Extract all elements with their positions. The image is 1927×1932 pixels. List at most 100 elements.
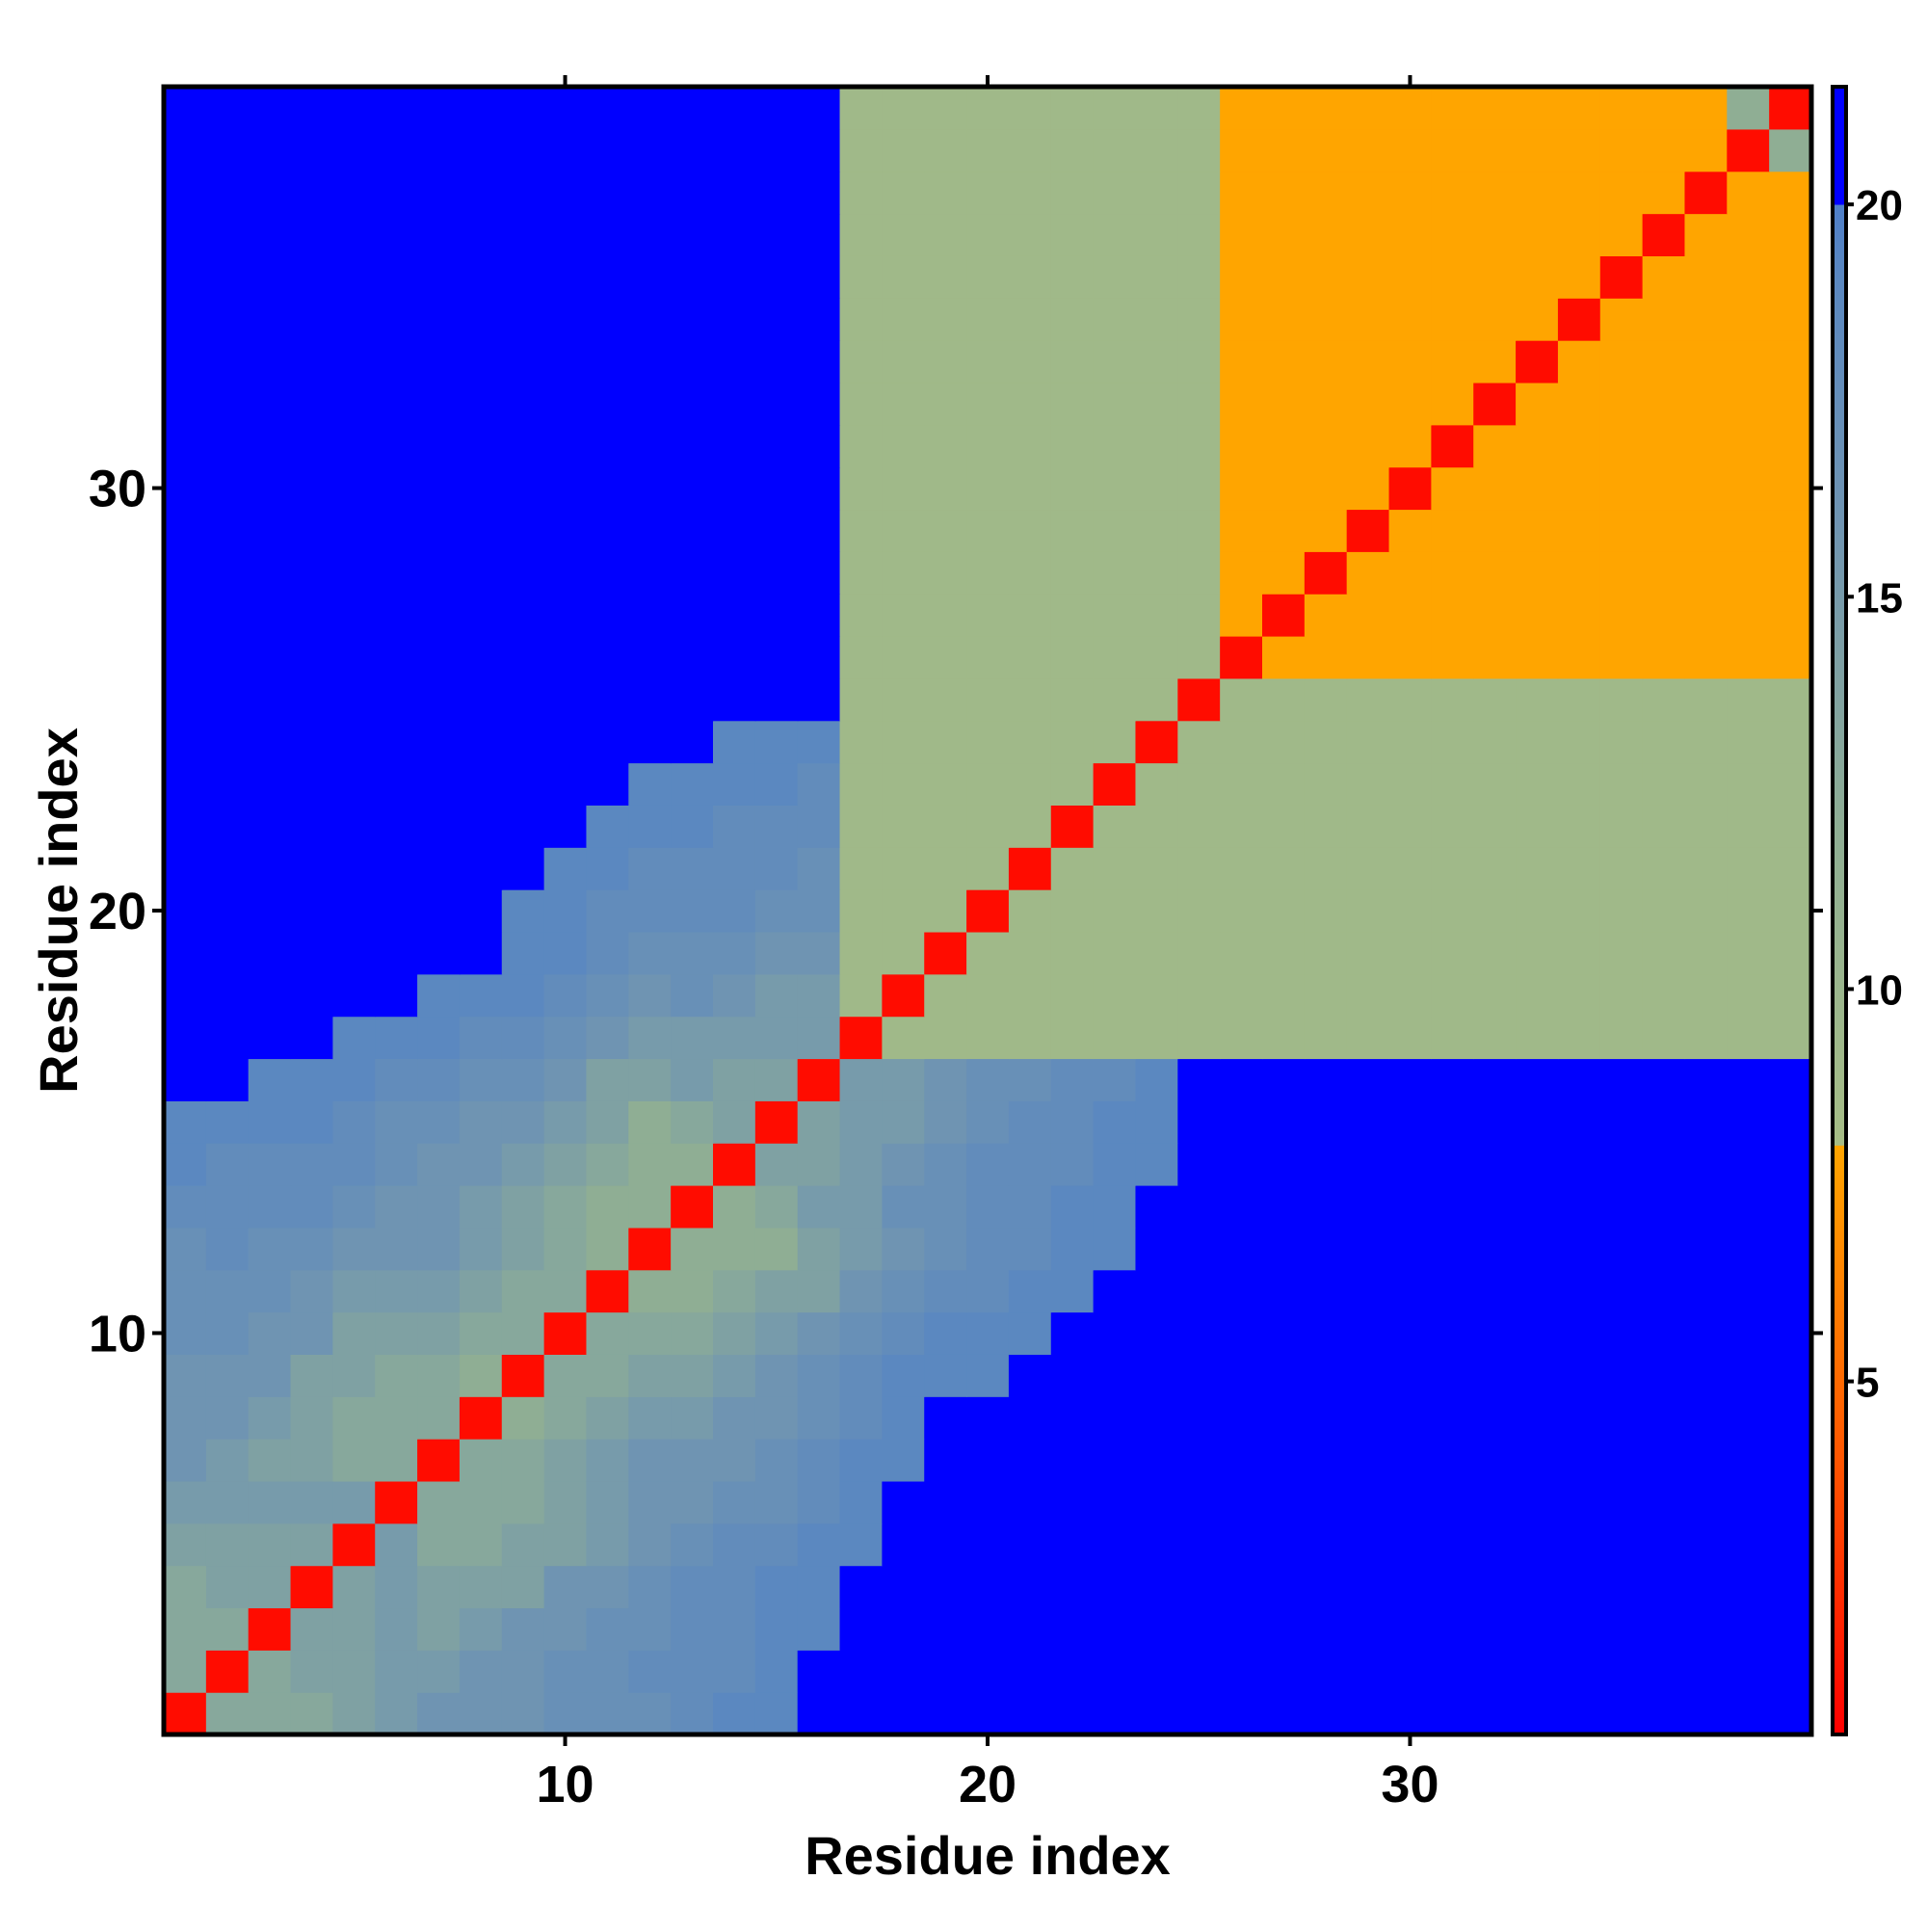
heatmap-cell [1642,677,1686,722]
heatmap-cell [1220,424,1263,468]
heatmap-cell [1304,1396,1348,1440]
heatmap-cell [797,1396,841,1440]
heatmap-cell [754,1143,799,1186]
heatmap-cell [164,1058,207,1101]
heatmap-cell [882,805,925,848]
heatmap-cell [543,1439,588,1482]
heatmap-cell [1177,87,1221,130]
heatmap-cell [248,298,292,341]
heatmap-cell [1050,1354,1095,1397]
heatmap-cell [1516,87,1559,130]
heatmap-cell [290,594,333,637]
heatmap-cell [501,1692,545,1735]
heatmap-cell [1220,1480,1263,1524]
heatmap-cell [1050,509,1095,552]
heatmap-cell [1093,1185,1137,1229]
heatmap-cell [501,298,545,341]
heatmap-cell [543,1354,588,1397]
heatmap-cell [586,1607,629,1651]
heatmap-cell [839,720,883,764]
heatmap-cell [375,255,418,299]
heatmap-cell [1388,1692,1432,1735]
heatmap-cell [1220,255,1263,299]
heatmap-cell [797,382,841,426]
heatmap-cell [1220,1439,1263,1482]
heatmap-cell [671,1100,714,1144]
heatmap-cell [501,551,545,595]
heatmap-cell [332,1311,376,1355]
heatmap-cell [1220,1522,1263,1567]
heatmap-cell [882,1058,925,1101]
heatmap-cell [1135,424,1178,468]
heatmap-cell [628,424,672,468]
heatmap-cell [1684,636,1728,679]
heatmap-cell [1599,1311,1644,1355]
heatmap-cell [839,128,883,172]
heatmap-cell [1262,1269,1306,1313]
heatmap-cell [205,677,250,722]
heatmap-cell [332,1692,376,1735]
heatmap-cell [205,1396,250,1440]
heatmap-cell [290,87,333,130]
heatmap-cell [1050,889,1095,933]
heatmap-cell [1346,1311,1390,1355]
heatmap-cell [1557,1650,1601,1693]
heatmap-cell [332,1480,376,1524]
heatmap-cell [1135,213,1178,256]
heatmap-cell [164,1016,207,1060]
heatmap-cell [1431,1607,1474,1651]
heatmap-cell [1304,255,1348,299]
heatmap-cell [1177,1565,1221,1609]
heatmap-cell [205,466,250,511]
heatmap-cell [882,1439,925,1482]
heatmap-cell [1557,1016,1601,1060]
heatmap-cell [1769,213,1812,256]
heatmap-cell [1220,594,1263,637]
heatmap-cell [586,255,629,299]
heatmap-cell [1135,255,1178,299]
heatmap-cell [1008,509,1052,552]
heatmap-cell [924,847,967,890]
heatmap-cell [797,1269,841,1313]
heatmap-cell [1262,1058,1306,1101]
heatmap-cell [375,1607,418,1651]
heatmap-cell [1599,677,1644,722]
heatmap-cell [1177,1607,1221,1651]
heatmap-cell [1304,594,1348,637]
heatmap-cell [1642,1058,1686,1101]
heatmap-cell [1262,1522,1306,1567]
x-tick-label: 30 [1381,1756,1439,1813]
heatmap-cell [1684,1354,1728,1397]
heatmap-cell [1684,1480,1728,1524]
heatmap-cell [1177,509,1221,552]
heatmap-cell [1431,382,1474,426]
heatmap-cell [1304,509,1348,552]
heatmap-cell [501,1269,545,1313]
heatmap-cell [1177,973,1221,1018]
heatmap-cell [1684,298,1728,341]
heatmap-cell [205,636,250,679]
heatmap-cell [1557,1607,1601,1651]
x-tick-label: 20 [959,1756,1016,1813]
heatmap-cell [1473,1439,1517,1482]
heatmap-cell [1050,762,1095,806]
heatmap-cell [1599,762,1644,806]
heatmap-cell [671,171,714,215]
heatmap-cell [1516,551,1559,595]
heatmap-cell [375,805,418,848]
heatmap-cell [1050,847,1095,890]
heatmap-cell [459,1058,503,1101]
heatmap-cell [713,87,756,130]
heatmap-cell [924,1650,967,1693]
heatmap-cell [1769,1058,1812,1101]
heatmap-cell [1304,1016,1348,1060]
heatmap-cell [459,213,503,256]
heatmap-cell [1304,1311,1348,1355]
heatmap-cell [924,1692,967,1735]
heatmap-cell [754,594,799,637]
heatmap-cell [713,340,756,384]
heatmap-cell [1050,1016,1095,1060]
heatmap-cell [164,424,207,468]
heatmap-cell [1135,636,1178,679]
